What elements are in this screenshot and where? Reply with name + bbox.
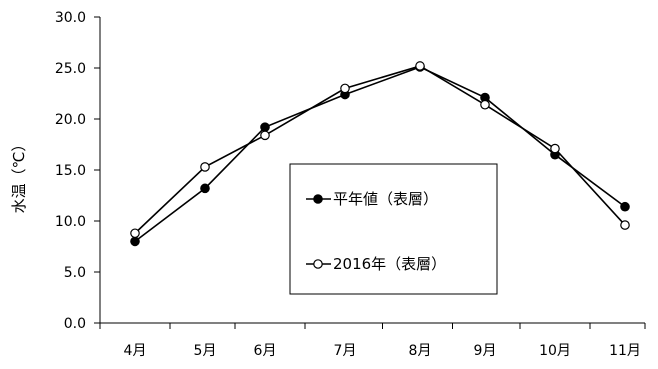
data-point [620,220,630,230]
legend-label: 2016年（表層） [333,255,446,273]
data-point [620,201,630,212]
data-point [130,228,140,239]
x-tick-label: 8月 [409,343,432,359]
legend: 平年値（表層） 2016年（表層） [289,163,498,295]
data-point [340,83,350,94]
legend-box [289,163,498,295]
data-point [200,162,210,172]
x-tick-label: 9月 [474,343,497,359]
series-layer [130,61,630,247]
x-tick-label: 7月 [334,343,357,359]
y-tick-label: 10.0 [55,214,86,230]
data-point [415,61,425,71]
x-tick-label: 4月 [124,343,147,359]
x-tick-label: 11月 [609,343,641,359]
y-tick-label: 30.0 [55,10,86,26]
x-tick-label: 5月 [194,343,217,359]
axes [94,16,646,329]
data-point [550,143,560,154]
data-point [260,122,270,132]
data-point [480,99,490,110]
legend-label: 平年値（表層） [333,190,438,208]
series-2 [130,61,630,239]
y-tick-label: 15.0 [55,163,86,179]
y-tick-label: 0.0 [64,316,86,332]
y-tick-label: 20.0 [55,112,86,128]
legend-marker [313,194,323,204]
y-tick-label: 25.0 [55,61,86,77]
data-point [260,130,270,141]
y-tick-label: 5.0 [64,265,86,281]
y-axis-title: 水温（℃） [10,137,28,214]
data-point [200,183,210,194]
x-tick-labels: 4月 5月 6月 7月 8月 9月 10月 11月 [124,343,641,359]
data-point [130,236,140,247]
x-tick-label: 10月 [539,343,571,359]
series-line [134,66,626,243]
x-tick-label: 6月 [254,343,277,359]
y-tick-labels: 0.0 5.0 10.0 15.0 20.0 25.0 30.0 [55,10,86,332]
series-line [134,65,626,234]
legend-marker [313,259,323,269]
